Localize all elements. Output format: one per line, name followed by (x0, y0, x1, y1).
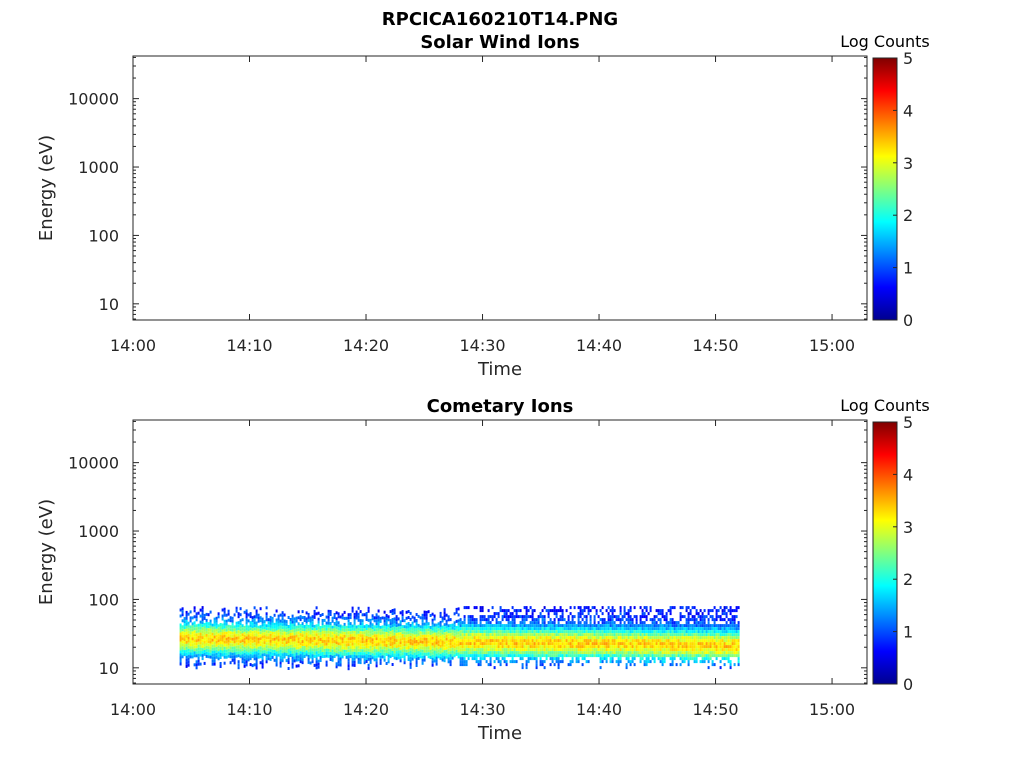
colorbar-tick-label: 0 (903, 675, 913, 694)
panel-title: Solar Wind Ions (420, 32, 579, 53)
y-axis-label: Energy (eV) (36, 135, 57, 241)
y-tick-label: 1000 (78, 158, 119, 177)
x-tick-label: 14:40 (576, 336, 622, 355)
y-tick-label: 100 (88, 226, 119, 245)
plot-frame (132, 55, 868, 321)
x-tick-label: 14:50 (692, 700, 738, 719)
colorbar: 0 1 2 3 4 5 (872, 49, 913, 330)
x-axis-label: Time (477, 359, 522, 380)
colorbar: 0 1 2 3 4 5 (872, 413, 913, 694)
colorbar-tick-label: 5 (903, 49, 913, 68)
colorbar-tick-label: 4 (903, 465, 913, 484)
y-tick-label: 10 (99, 295, 119, 314)
colorbar-tick-label: 2 (903, 206, 913, 225)
x-axis: 14:00 14:10 14:20 14:30 14:40 14:50 15:00 (110, 56, 855, 355)
y-axis: 10 100 1000 10000 (68, 56, 867, 320)
panel-cometary-ions: Cometary Ions 14:00 14:10 14:20 14:30 14:40 1… (36, 396, 930, 744)
x-axis-label: Time (477, 723, 522, 744)
colorbar-tick-label: 1 (903, 259, 913, 278)
colorbar-title: Log Counts (840, 32, 930, 51)
x-tick-label: 15:00 (809, 336, 855, 355)
colorbar-tick-label: 0 (903, 311, 913, 330)
figure-title: RPCICA160210T14.PNG (382, 9, 618, 30)
y-axis: 10 100 1000 10000 (68, 420, 867, 684)
x-tick-label: 14:30 (459, 700, 505, 719)
colorbar-gradient (872, 421, 898, 685)
x-tick-label: 14:00 (110, 336, 156, 355)
colorbar-tick-label: 4 (903, 101, 913, 120)
x-tick-label: 14:30 (459, 336, 505, 355)
colorbar-tick-label: 1 (903, 623, 913, 642)
x-tick-label: 14:20 (343, 700, 389, 719)
y-tick-label: 100 (88, 590, 119, 609)
x-tick-label: 14:20 (343, 336, 389, 355)
y-axis-label: Energy (eV) (36, 499, 57, 605)
panel-title: Cometary Ions (427, 396, 574, 417)
y-tick-label: 10 (99, 659, 119, 678)
y-tick-label: 10000 (68, 90, 119, 109)
colorbar-gradient (872, 57, 898, 321)
colorbar-tick-label: 3 (903, 518, 913, 537)
y-tick-label: 10000 (68, 454, 119, 473)
x-tick-label: 14:00 (110, 700, 156, 719)
colorbar-title: Log Counts (840, 396, 930, 415)
panel-solar-wind-ions: Solar Wind Ions 14:00 14:10 14:20 14:30 14:4… (36, 32, 930, 380)
colorbar-tick-label: 2 (903, 570, 913, 589)
y-tick-label: 1000 (78, 522, 119, 541)
x-tick-label: 14:50 (692, 336, 738, 355)
colorbar-tick-label: 3 (903, 154, 913, 173)
colorbar-tick-label: 5 (903, 413, 913, 432)
x-tick-label: 14:10 (226, 700, 272, 719)
x-tick-label: 14:40 (576, 700, 622, 719)
x-tick-label: 15:00 (809, 700, 855, 719)
x-axis: 14:00 14:10 14:20 14:30 14:40 14:50 15:00 (110, 420, 855, 719)
x-tick-label: 14:10 (226, 336, 272, 355)
heatmap-cells (179, 606, 740, 671)
